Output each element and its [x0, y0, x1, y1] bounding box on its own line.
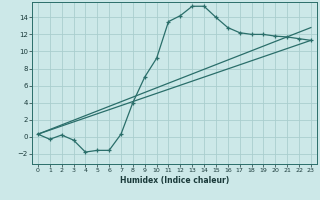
X-axis label: Humidex (Indice chaleur): Humidex (Indice chaleur): [120, 176, 229, 185]
